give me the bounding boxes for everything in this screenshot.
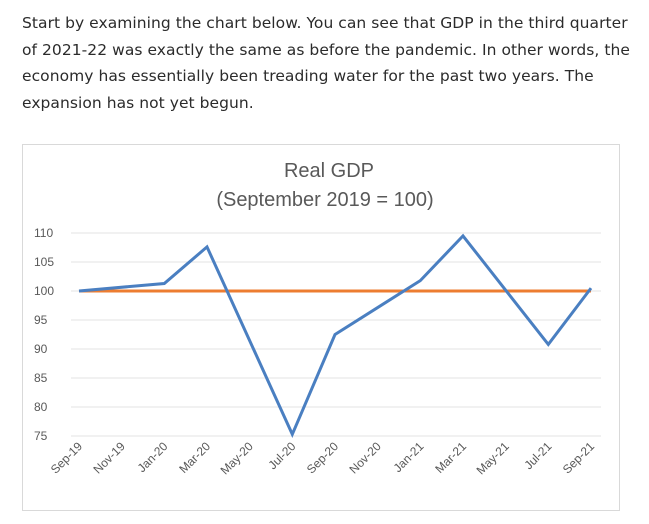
x-tick-label: Sep-21 xyxy=(560,439,597,476)
x-tick-label: Nov-20 xyxy=(347,439,384,476)
y-tick-label: 90 xyxy=(34,342,48,356)
gdp-series-line xyxy=(78,233,593,439)
x-tick-label: Sep-20 xyxy=(304,439,341,476)
x-tick-label: Mar-20 xyxy=(176,439,213,476)
x-axis-ticks: Sep-19 Nov-19 Jan-20 Mar-20 May-20 Jul-20 Sep-… xyxy=(48,439,597,477)
y-tick-label: 100 xyxy=(34,284,54,298)
y-tick-label: 80 xyxy=(34,400,48,414)
x-tick-label: Nov-19 xyxy=(91,439,128,476)
y-axis-ticks: 110 105 100 95 90 85 80 75 xyxy=(34,226,54,443)
x-tick-label: May-21 xyxy=(474,439,512,477)
x-tick-label: Jul-21 xyxy=(521,439,554,472)
x-tick-label: Jan-21 xyxy=(391,439,427,475)
x-tick-label: May-20 xyxy=(218,439,256,477)
x-tick-label: Jul-20 xyxy=(265,439,298,472)
chart-title: Real GDP xyxy=(284,160,374,182)
intro-paragraph: Start by examining the chart below. You … xyxy=(22,14,630,112)
y-tick-label: 75 xyxy=(34,429,48,443)
y-tick-label: 110 xyxy=(34,226,53,240)
y-tick-label: 95 xyxy=(34,313,48,327)
chart-subtitle: (September 2019 = 100) xyxy=(216,189,433,211)
x-tick-label: Sep-19 xyxy=(48,439,85,476)
chart-area xyxy=(22,144,620,511)
series-lines xyxy=(78,233,593,439)
x-tick-label: Mar-21 xyxy=(432,439,469,476)
x-tick-label: Jan-20 xyxy=(135,439,171,475)
y-tick-label: 85 xyxy=(34,371,48,385)
y-tick-label: 105 xyxy=(34,255,54,269)
